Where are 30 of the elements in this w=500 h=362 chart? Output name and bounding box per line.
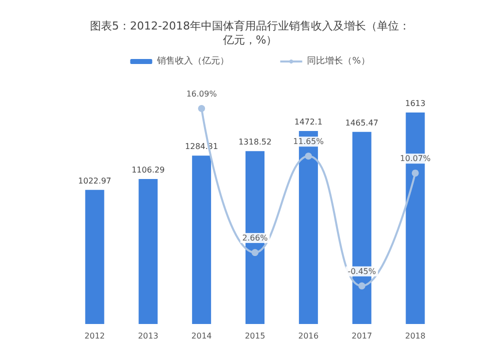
chart-title: 图表5：2012-2018年中国体育用品行业销售收入及增长（单位：亿元，%）	[90, 20, 410, 46]
bar	[192, 156, 212, 324]
data-label: 1318.52	[238, 138, 272, 147]
bar	[138, 178, 158, 324]
data-label: 1284.31	[185, 142, 218, 152]
data-label: 1613	[405, 99, 426, 108]
x-tick-label: 2013	[138, 332, 158, 340]
x-tick-label: 2015	[244, 332, 266, 340]
data-label: 2.66%	[242, 234, 268, 243]
x-tick-label: 2016	[298, 332, 319, 340]
data-label: 1022.97	[78, 176, 112, 186]
legend-label: 同比增长（%）	[307, 56, 370, 66]
x-tick-label: 2017	[352, 332, 372, 340]
data-label: 1472.1	[294, 117, 322, 126]
x-tick-label: 2014	[191, 332, 212, 340]
x-tick-label: 2012	[84, 332, 105, 340]
data-label: 16.09%	[186, 89, 218, 98]
data-label: 11.65%	[293, 137, 324, 146]
point	[358, 282, 366, 290]
point	[412, 170, 419, 177]
data-label: -0.45%	[348, 266, 376, 276]
data-label: 1106.29	[132, 165, 165, 174]
data-label: 1465.47	[345, 118, 378, 128]
point	[252, 249, 258, 256]
data-label: 10.07%	[400, 154, 431, 164]
bar	[85, 190, 104, 324]
point	[198, 104, 206, 112]
legend-label: 销售收入（亿元）	[156, 56, 230, 66]
point	[304, 152, 312, 160]
x-tick-label: 2018	[405, 332, 426, 340]
